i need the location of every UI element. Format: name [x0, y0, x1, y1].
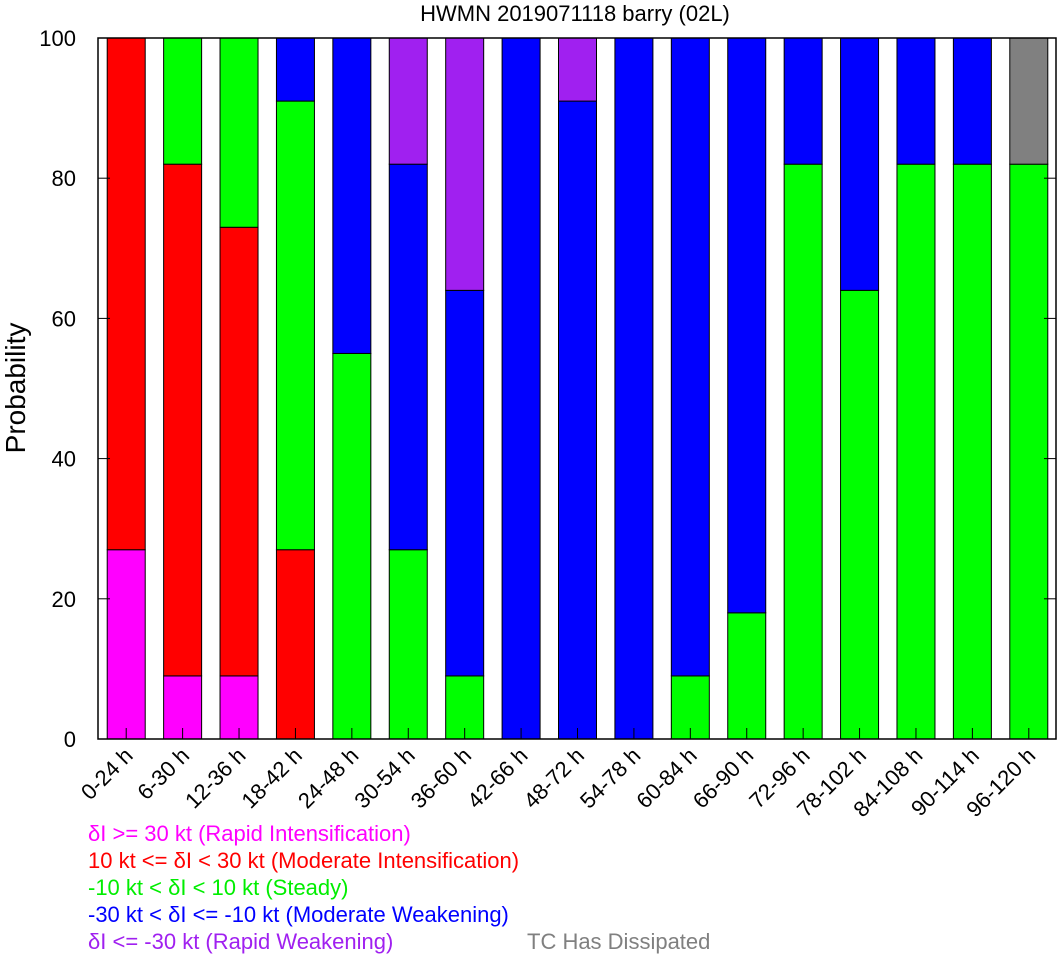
x-tick-label: 0-24 h	[76, 743, 138, 805]
x-tick-label: 48-72 h	[519, 743, 589, 813]
bar-segment-24-48h-series3	[332, 37, 372, 354]
y-tick-label: 20	[52, 587, 76, 612]
x-tick-label: 66-90 h	[688, 743, 758, 813]
x-tick-label: 60-84 h	[631, 743, 701, 813]
bar-segment-84-108h-series3	[896, 37, 936, 165]
bar-segment-6-30h-series1	[163, 163, 203, 677]
bar-segment-66-90h-series3	[727, 37, 767, 614]
bar-segment-0-24h-series0	[106, 549, 146, 740]
bar-segment-72-96h-series2	[783, 163, 823, 740]
bar-segment-90-114h-series2	[952, 163, 992, 740]
x-tick-label: 24-48 h	[293, 743, 363, 813]
bar-segment-42-66h-series3	[501, 37, 541, 740]
bar-segment-18-42h-series1	[275, 549, 315, 740]
bar-segment-36-60h-series3	[445, 289, 485, 677]
bar-segment-12-36h-series2	[219, 37, 259, 228]
y-tick-label: 60	[52, 306, 76, 331]
bar-segment-30-54h-series3	[388, 163, 428, 551]
y-axis-label: Probability	[0, 323, 31, 454]
bar-segment-48-72h-series4	[558, 37, 597, 102]
y-tick-label: 0	[64, 727, 76, 752]
x-ticks-group: 0-24 h6-30 h12-36 h18-42 h24-48 h30-54 h…	[76, 728, 1040, 822]
bar-segment-78-102h-series3	[840, 37, 880, 291]
bar-segment-72-96h-series3	[783, 37, 823, 165]
x-tick-label: 54-78 h	[575, 743, 645, 813]
legend-tc-dissipated: TC Has Dissipated	[527, 929, 711, 954]
bar-segment-66-90h-series2	[727, 612, 767, 740]
bars-group	[106, 37, 1049, 740]
y-tick-label: 100	[39, 26, 76, 51]
legend-rapid-weakening: δI <= -30 kt (Rapid Weakening)	[88, 929, 394, 954]
bar-segment-84-108h-series2	[896, 163, 936, 740]
legend-moderate-intensification: 10 kt <= δI < 30 kt (Moderate Intensific…	[88, 848, 520, 873]
bar-segment-60-84h-series3	[670, 37, 710, 677]
bar-segment-96-120h-series2	[1009, 163, 1049, 740]
legend-steady: -10 kt < δI < 10 kt (Steady)	[88, 875, 349, 900]
bar-segment-48-72h-series3	[558, 100, 597, 740]
x-tick-label: 30-54 h	[349, 743, 419, 813]
bar-segment-78-102h-series2	[840, 289, 880, 740]
x-tick-label: 36-60 h	[406, 743, 476, 813]
bar-segment-6-30h-series2	[163, 37, 203, 165]
bar-segment-30-54h-series2	[388, 549, 428, 740]
y-tick-label: 80	[52, 166, 76, 191]
chart-title: HWMN 2019071118 barry (02L)	[420, 1, 730, 26]
bar-segment-18-42h-series3	[275, 37, 315, 102]
y-ticks-group: 0 20 40 60 80 100	[39, 26, 1056, 752]
bar-segment-90-114h-series3	[952, 37, 992, 165]
bar-segment-30-54h-series4	[388, 37, 428, 165]
legend-rapid-intensification: δI >= 30 kt (Rapid Intensification)	[88, 821, 411, 846]
y-tick-label: 40	[52, 447, 76, 472]
x-tick-label: 12-36 h	[180, 743, 250, 813]
x-tick-label: 18-42 h	[237, 743, 307, 813]
bar-segment-54-78h-series3	[614, 37, 654, 740]
legend-moderate-weakening: -30 kt < δI <= -10 kt (Moderate Weakenin…	[88, 902, 509, 927]
bar-segment-24-48h-series2	[332, 352, 372, 740]
bar-segment-0-24h-series1	[106, 37, 146, 551]
bar-segment-18-42h-series2	[275, 100, 315, 551]
x-tick-label: 42-66 h	[462, 743, 532, 813]
bar-segment-36-60h-series4	[445, 37, 485, 291]
bar-segment-12-36h-series1	[219, 226, 259, 677]
bar-segment-96-120h-series5	[1009, 37, 1049, 165]
